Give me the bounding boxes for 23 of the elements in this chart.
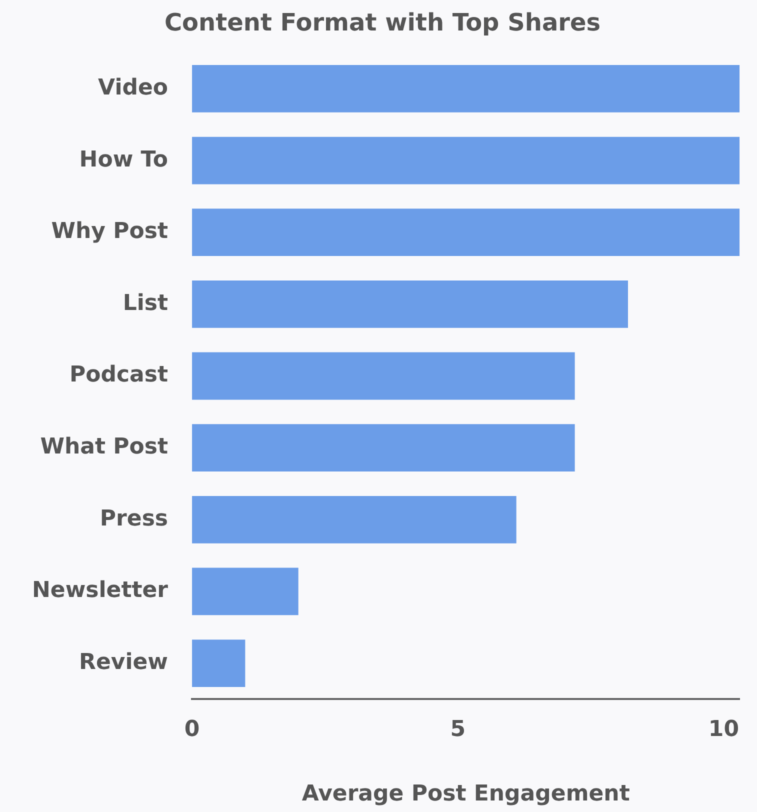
y-tick-label: What Post: [40, 434, 168, 460]
y-tick-label: How To: [79, 147, 168, 172]
chart-title: Content Format with Top Shares: [164, 8, 601, 37]
y-tick-label: List: [122, 290, 168, 316]
bar: [192, 640, 246, 687]
x-tick-label: 10: [708, 717, 740, 742]
x-tick-label: 0: [184, 717, 200, 742]
bar: [192, 496, 516, 544]
x-axis-title: Average Post Engagement: [302, 782, 630, 807]
bar: [192, 424, 575, 472]
y-tick-label: Podcast: [70, 362, 168, 388]
bar: [192, 65, 740, 112]
y-tick-label: Press: [100, 506, 168, 532]
bar: [192, 568, 298, 616]
y-tick-label: Newsletter: [32, 578, 168, 604]
y-tick-label: Why Post: [51, 219, 168, 244]
y-tick-label: Review: [79, 650, 168, 676]
bar: [192, 208, 740, 256]
bar: [192, 136, 740, 184]
y-tick-label: Video: [98, 75, 168, 100]
x-tick-label: 5: [450, 717, 466, 742]
bar: [192, 352, 575, 400]
bar: [192, 280, 628, 328]
